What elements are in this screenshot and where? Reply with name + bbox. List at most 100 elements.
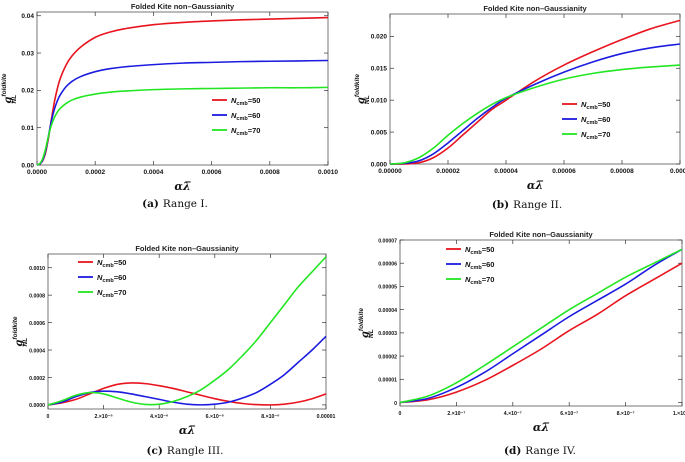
- series-line-1: [36, 59, 329, 166]
- x-tick-label: 0: [47, 414, 50, 420]
- series-line-2: [389, 64, 681, 165]
- x-tick-label: 0.00002: [436, 168, 460, 175]
- y-label-main: g: [360, 331, 371, 338]
- legend-name: N: [97, 258, 103, 267]
- chart-title: Folded Kite non–Gaussianity: [489, 230, 593, 239]
- legend-sub: cmb: [102, 278, 114, 284]
- legend-sub: cmb: [102, 263, 114, 269]
- y-tick-label: 0: [394, 401, 397, 407]
- y-tick-label: 0.015: [371, 66, 388, 73]
- panel-caption: (b) Range II.: [492, 199, 562, 211]
- y-label-sup: foldkite: [354, 74, 361, 97]
- x-tick-label: 4.×10⁻⁶: [150, 414, 169, 420]
- legend-value: =50: [482, 245, 495, 254]
- y-label-main: g: [3, 97, 14, 104]
- legend-name: N: [231, 126, 237, 135]
- x-axis-label: αλ̅: [527, 179, 543, 192]
- x-tick-label: 0.00000: [378, 168, 402, 175]
- x-tick-label: 0.00001: [317, 414, 336, 420]
- legend-sub: cmb: [586, 105, 598, 111]
- legend-name: N: [581, 100, 587, 109]
- panel-d: Folded Kite non–Gaussianity 0 2.×10⁻⁷ 4.×10…: [358, 230, 685, 457]
- y-tick-label: 0.00006: [378, 262, 397, 268]
- y-tick-label: 0.0004: [29, 348, 45, 354]
- legend-value: =50: [114, 258, 127, 267]
- series-line-2: [47, 256, 327, 406]
- plot-frame: [399, 239, 683, 407]
- legend-name: N: [97, 288, 103, 297]
- caption-text: Range IV.: [525, 445, 576, 457]
- caption-letter: (b): [492, 199, 509, 211]
- legend-value: =60: [248, 111, 261, 120]
- y-axis-label: gfoldkiteNL: [354, 74, 371, 104]
- legend-label-2: Ncmb=70: [581, 130, 610, 141]
- x-tick-label: 0.00008: [610, 168, 634, 175]
- legend-value: =60: [114, 273, 127, 282]
- y-axis-label: gfoldkiteNL: [1, 73, 18, 103]
- y-label-sup: foldkite: [1, 73, 8, 96]
- legend-value: =50: [248, 96, 261, 105]
- series-line-0: [36, 16, 329, 166]
- legend-sub: cmb: [236, 116, 248, 122]
- legend-value: =70: [114, 288, 127, 297]
- y-tick-label: 0.00: [21, 162, 34, 169]
- series-line-0: [399, 262, 683, 404]
- y-tick-label: 0.00002: [378, 354, 397, 360]
- legend-name: N: [465, 260, 471, 269]
- panel-a: Folded Kite non–Gaussianity 0.0000 0.0002 0…: [1, 2, 338, 210]
- y-tick-label: 0.0002: [29, 376, 45, 382]
- legend-name: N: [581, 130, 587, 139]
- y-tick-label: 0.04: [21, 13, 34, 20]
- x-tick-label: 0.00006: [552, 168, 576, 175]
- caption-text: Range II.: [513, 199, 562, 211]
- y-tick-label: 0.00005: [378, 285, 397, 291]
- legend-label-2: Ncmb=70: [97, 288, 126, 299]
- x-tick-label: 0.0008: [260, 169, 280, 176]
- y-tick-label: 0.03: [21, 50, 34, 57]
- x-axis-label: αλ̅: [533, 421, 549, 434]
- y-tick-label: 0.00007: [378, 238, 397, 244]
- x-tick-label: 8.×10⁻⁶: [261, 414, 280, 420]
- x-tick-label: 0.0010: [318, 169, 338, 176]
- y-tick-label: 0.00004: [378, 308, 397, 314]
- y-label-sub: NL: [364, 95, 371, 104]
- x-tick-label: 0.0001: [670, 168, 685, 175]
- legend-value: =70: [482, 275, 495, 284]
- y-label-sub: NL: [368, 329, 375, 338]
- legend-label-0: Ncmb=50: [97, 258, 126, 269]
- legend-sub: cmb: [470, 280, 482, 286]
- y-tick-label: 0.0000: [29, 403, 45, 409]
- y-label-main: g: [14, 340, 25, 347]
- legend-label-0: Ncmb=50: [465, 245, 494, 256]
- legend-sub: cmb: [586, 135, 598, 141]
- caption-text: Range I.: [163, 198, 208, 210]
- y-tick-label: 0.010: [371, 97, 388, 104]
- x-tick-label: 6.×10⁻⁶: [206, 414, 225, 420]
- chart-title: Folded Kite non–Gaussianity: [483, 4, 587, 13]
- x-tick-label: 0: [399, 411, 402, 417]
- y-label-sub: NL: [22, 338, 29, 347]
- legend-name: N: [231, 111, 237, 120]
- legend-label-1: Ncmb=60: [581, 115, 610, 126]
- x-axis-label: αλ̅: [179, 424, 195, 437]
- legend-value: =70: [248, 126, 261, 135]
- plot-frame: [389, 13, 681, 165]
- chart-title: Folded Kite non–Gaussianity: [131, 2, 235, 11]
- series-line-0: [47, 382, 327, 406]
- x-tick-label: 2.×10⁻⁶: [94, 414, 113, 420]
- caption-text: Rangle III.: [167, 445, 224, 457]
- x-tick-label: 1.×10⁻⁶: [673, 411, 685, 417]
- legend-value: =60: [598, 115, 611, 124]
- series-line-2: [399, 248, 683, 404]
- legend-label-0: Ncmb=50: [581, 100, 610, 111]
- y-tick-label: 0.00003: [378, 331, 397, 337]
- x-tick-label: 6.×10⁻⁷: [560, 411, 578, 417]
- y-axis-label: gfoldkiteNL: [358, 308, 375, 338]
- y-tick-label: 0.00001: [378, 378, 397, 384]
- legend-name: N: [97, 273, 103, 282]
- y-label-sub: NL: [11, 95, 18, 104]
- legend-value: =70: [598, 130, 611, 139]
- y-label-sup: foldkite: [358, 308, 365, 331]
- legend-label-1: Ncmb=60: [465, 260, 494, 271]
- legend-sub: cmb: [102, 293, 114, 299]
